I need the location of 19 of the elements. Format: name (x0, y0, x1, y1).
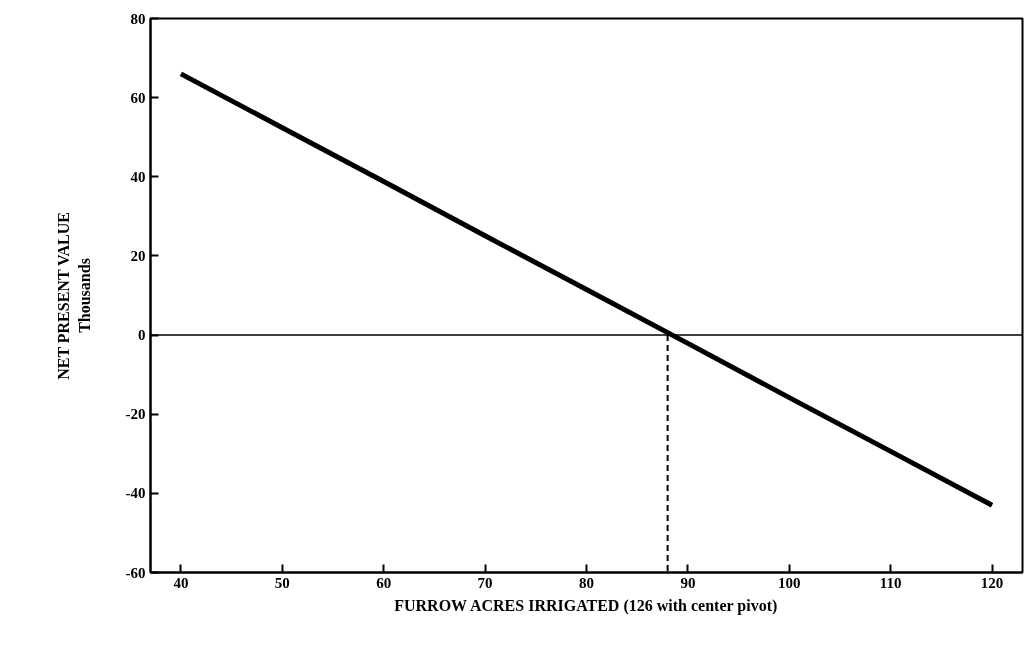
x-tick-label: 50 (274, 574, 290, 591)
y-tick-label: 0 (138, 327, 146, 344)
x-tick-label: 60 (376, 574, 392, 591)
x-tick-label: 70 (477, 574, 493, 591)
x-tick-label: 40 (173, 574, 189, 591)
x-tick-label: 80 (579, 574, 594, 591)
x-tick-label: 100 (778, 574, 801, 591)
y-tick-label: 40 (130, 168, 146, 185)
y-axis-title: NET PRESENT VALUE Thousands (55, 212, 93, 380)
y-tick-label: 20 (130, 247, 146, 264)
x-tick-label: 90 (680, 574, 696, 591)
y-tick-label: -60 (125, 564, 146, 581)
y-tick-label: 60 (130, 89, 146, 106)
y-tick-label: -20 (125, 406, 146, 423)
y-tick-label: -40 (125, 485, 146, 502)
y-tick-label: 80 (130, 10, 146, 27)
x-tick-label: 110 (879, 574, 902, 591)
x-tick-label: 120 (980, 574, 1004, 591)
x-axis-title: FURROW ACRES IRRIGATED (126 with center pivot) (394, 596, 778, 615)
